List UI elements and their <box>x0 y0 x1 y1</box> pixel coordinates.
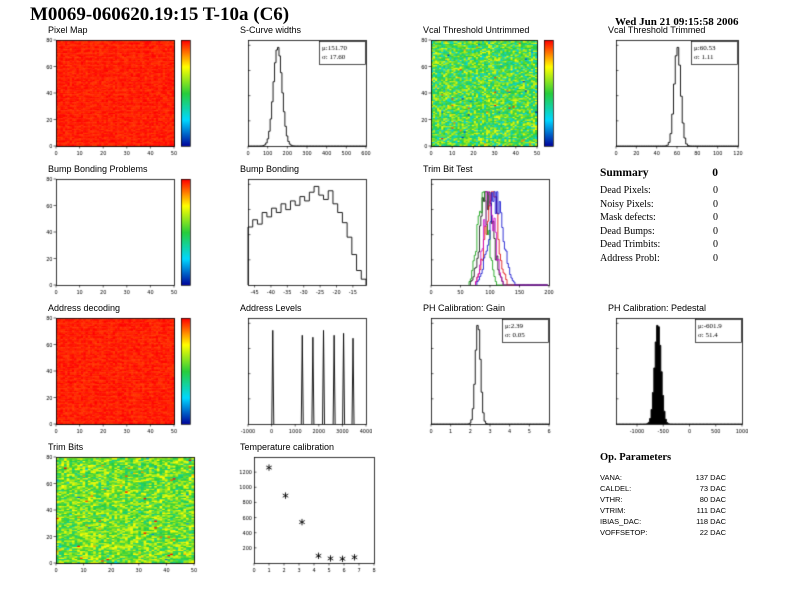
op-param-label: VTRIM: <box>600 506 626 515</box>
panel-temperature-calibration: Temperature calibration <box>230 442 382 575</box>
summary-row-value: 0 <box>713 198 718 210</box>
address-decoding-plot <box>38 314 200 436</box>
op-param-value: 73 DAC <box>699 484 726 493</box>
op-param-voffsetop: VOFFSETOP: 22 DAC <box>600 527 726 538</box>
plot-title-address-levels: Address Levels <box>240 303 302 313</box>
summary-header: Summary 0 <box>600 167 718 179</box>
summary-row-value: 0 <box>713 185 718 196</box>
plot-title-trim-bits: Trim Bits <box>48 442 84 452</box>
panel-trim-bit-test: Trim Bit Test <box>413 164 555 297</box>
op-param-value: 137 DAC <box>695 473 726 482</box>
panel-trim-bits: Trim Bits <box>38 442 200 575</box>
bump-bonding-plot <box>230 175 372 297</box>
panel-bump-bonding: Bump Bonding <box>230 164 372 297</box>
panel-scurve-widths: S-Curve widths <box>230 25 372 158</box>
plot-title-ph-pedestal: PH Calibration: Pedestal <box>608 303 707 313</box>
vcal-threshold-untrimmed-plot <box>413 36 563 158</box>
summary-row-value: 0 <box>713 225 718 237</box>
plot-title-vcal-untrimmed: Vcal Threshold Untrimmed <box>423 25 530 35</box>
summary-title: Summary <box>600 167 649 179</box>
temperature-calibration-plot <box>230 453 382 575</box>
plot-title-ph-gain: PH Calibration: Gain <box>423 303 506 313</box>
op-param-value: 118 DAC <box>696 517 726 526</box>
plot-title-pixel-map: Pixel Map <box>48 25 88 35</box>
summary-row-dead-trimbits: Dead Trimbits: 0 <box>600 238 718 252</box>
summary-row-address-probl: Address Probl: 0 <box>600 252 718 266</box>
panel-pixel-map: Pixel Map <box>38 25 200 158</box>
pixel-map-plot <box>38 36 200 158</box>
panel-vcal-threshold-untrimmed: Vcal Threshold Untrimmed <box>413 25 563 158</box>
op-parameters-panel: Op. Parameters VANA: 137 DAC CALDEL: 73 DA… <box>600 452 726 538</box>
op-param-label: IBIAS_DAC: <box>600 517 642 526</box>
address-levels-plot <box>230 314 372 436</box>
summary-row-label: Dead Bumps: <box>600 225 655 237</box>
ph-gain-plot <box>413 314 555 436</box>
plot-title-vcal-trimmed: Vcal Threshold Trimmed <box>608 25 706 35</box>
op-param-value: 111 DAC <box>696 506 726 515</box>
op-param-label: VOFFSETOP: <box>600 528 648 537</box>
summary-row-value: 0 <box>713 212 718 223</box>
page-title: M0069-060620.19:15 T-10a (C6) <box>30 4 290 25</box>
panel-ph-pedestal: PH Calibration: Pedestal <box>598 303 748 436</box>
panel-address-levels: Address Levels <box>230 303 372 436</box>
op-param-vtrim: VTRIM: 111 DAC <box>600 505 726 516</box>
op-param-vthr: VTHR: 80 DAC <box>600 494 726 505</box>
summary-row-label: Address Probl: <box>600 252 660 264</box>
summary-row-label: Dead Trimbits: <box>600 239 661 250</box>
op-param-value: 80 DAC <box>699 495 726 504</box>
op-param-label: VTHR: <box>600 495 623 504</box>
plot-title-temperature-calibration: Temperature calibration <box>240 442 335 452</box>
op-param-value: 22 DAC <box>699 528 726 537</box>
summary-row-dead-pixels: Dead Pixels: 0 <box>600 184 718 198</box>
timestamp: Wed Jun 21 09:15:58 2006 <box>615 16 739 28</box>
plot-title-trim-bit-test: Trim Bit Test <box>423 164 473 174</box>
plot-title-address-decoding: Address decoding <box>48 303 121 313</box>
panel-vcal-threshold-trimmed: Vcal Threshold Trimmed <box>598 25 744 158</box>
summary-row-mask-defects: Mask defects: 0 <box>600 211 718 225</box>
summary-row-dead-bumps: Dead Bumps: 0 <box>600 225 718 239</box>
scurve-widths-plot <box>230 36 372 158</box>
trim-bits-plot <box>38 453 200 575</box>
ph-pedestal-plot <box>598 314 748 436</box>
panel-ph-gain: PH Calibration: Gain <box>413 303 555 436</box>
panel-bump-bonding-problems: Bump Bonding Problems <box>38 164 200 297</box>
op-param-ibias-dac: IBIAS_DAC: 118 DAC <box>600 516 726 527</box>
summary-row-label: Dead Pixels: <box>600 185 651 196</box>
summary-row-label: Noisy Pixels: <box>600 198 654 210</box>
op-param-caldel: CALDEL: 73 DAC <box>600 483 726 494</box>
op-param-label: CALDEL: <box>600 484 632 493</box>
panel-address-decoding: Address decoding <box>38 303 200 436</box>
summary-row-label: Mask defects: <box>600 212 656 223</box>
plot-title-bump-problems: Bump Bonding Problems <box>48 164 148 174</box>
summary-row-value: 0 <box>713 252 718 264</box>
trim-bit-test-plot <box>413 175 555 297</box>
op-param-vana: VANA: 137 DAC <box>600 472 726 483</box>
summary-row-noisy-pixels: Noisy Pixels: 0 <box>600 198 718 212</box>
summary-total: 0 <box>712 167 718 179</box>
summary-row-value: 0 <box>713 239 718 250</box>
vcal-threshold-trimmed-plot <box>598 36 744 158</box>
plot-title-scurve-widths: S-Curve widths <box>240 25 302 35</box>
plot-title-bump-bonding: Bump Bonding <box>240 164 300 174</box>
op-param-label: VANA: <box>600 473 622 482</box>
op-parameters-title: Op. Parameters <box>600 452 672 463</box>
bump-bonding-problems-plot <box>38 175 200 297</box>
summary-panel: Summary 0 Dead Pixels: 0 Noisy Pixels: 0 M… <box>600 167 718 265</box>
